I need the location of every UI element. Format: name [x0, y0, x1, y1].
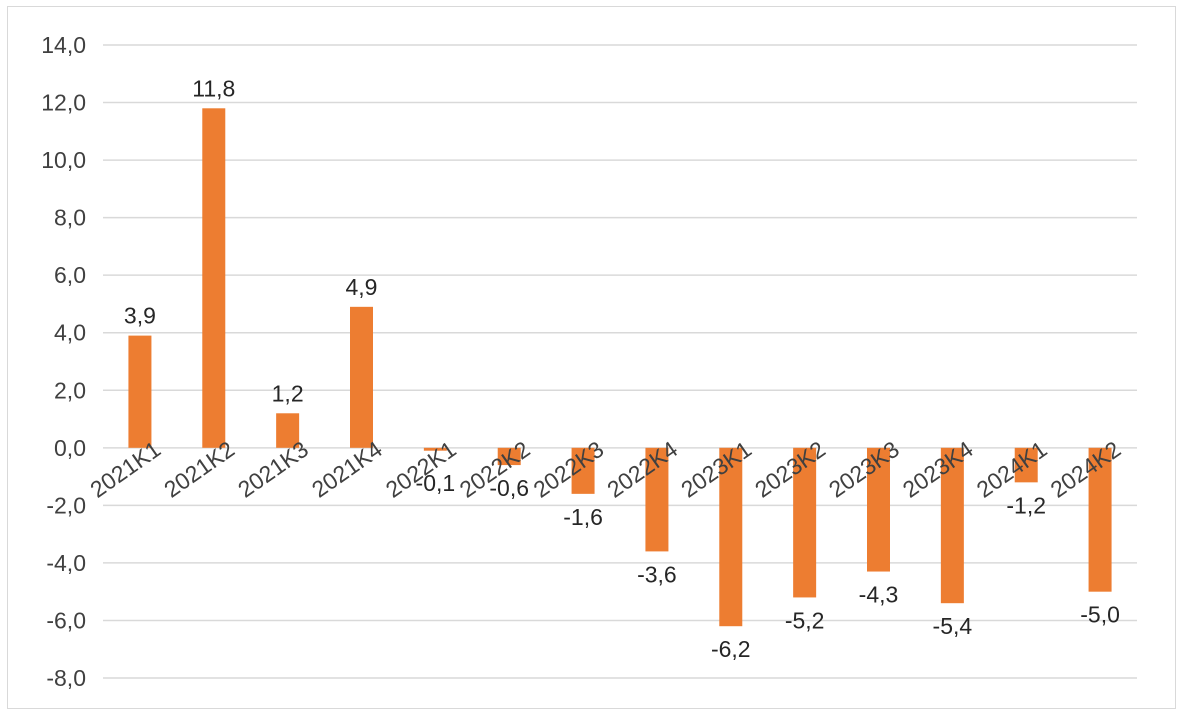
x-axis-tick-labels: 2021K12021K22021K32021K42022K12022K22022…: [85, 436, 1125, 503]
x-tick-label: 2021K3: [233, 436, 313, 503]
bar-2021K1: [128, 335, 152, 448]
data-label: -0,6: [489, 475, 529, 501]
data-label: -5,4: [933, 613, 973, 639]
x-tick-label: 2023K4: [898, 436, 978, 503]
x-tick-label: 2021K4: [307, 436, 387, 503]
data-label: -5,2: [785, 607, 825, 633]
bar-2022K1: [423, 447, 447, 451]
y-tick-label: 14,0: [41, 32, 86, 58]
x-tick-label: 2022K4: [602, 436, 682, 503]
y-tick-label: 2,0: [54, 377, 86, 403]
data-label: 11,8: [192, 75, 235, 101]
bar-2023K3: [867, 447, 890, 572]
data-label: -0,1: [416, 470, 456, 496]
data-label: 1,2: [272, 380, 304, 406]
x-tick-label: 2023K3: [824, 436, 904, 503]
data-label: -1,2: [1006, 492, 1046, 518]
y-tick-label: 12,0: [41, 90, 86, 116]
bar-2021K2: [202, 108, 226, 448]
bar-2024K2: [1088, 447, 1112, 592]
y-tick-label: 10,0: [41, 147, 86, 173]
data-labels: 3,9 11,8 1,2 4,9 -0,1 -0,6 -1,6 -3,6 -6,2 -5,2 -4,…: [124, 75, 1120, 662]
bar-2024K1: [1014, 447, 1038, 483]
y-tick-label: -4,0: [46, 550, 86, 576]
y-tick-label: -6,0: [46, 607, 86, 633]
data-label: -1,6: [563, 504, 603, 530]
data-label: -4,3: [859, 582, 899, 608]
bar-2021K4: [350, 306, 373, 448]
data-label: -5,0: [1080, 602, 1120, 628]
bar-2022K4: [645, 447, 669, 552]
chart-frame: [7, 6, 1176, 709]
gridlines: [103, 44, 1137, 679]
y-tick-label: 0,0: [54, 435, 86, 461]
y-tick-label: -8,0: [46, 665, 86, 691]
bar-2023K2: [793, 447, 817, 598]
bar-2023K4: [940, 447, 964, 604]
x-tick-label: 2023K2: [750, 436, 830, 503]
y-tick-label: 8,0: [54, 205, 86, 231]
x-tick-label: 2023K1: [676, 436, 756, 503]
bars: [128, 108, 1112, 627]
x-tick-label: 2024K2: [1046, 436, 1126, 503]
bar-2022K2: [497, 447, 521, 466]
bar-2023K1: [719, 447, 743, 627]
y-tick-label: 6,0: [54, 262, 86, 288]
data-label: -3,6: [637, 561, 677, 587]
data-label: -6,2: [711, 636, 751, 662]
data-label: 3,9: [124, 303, 156, 329]
bar-2022K3: [571, 447, 595, 494]
y-axis-tick-labels: 14,0 12,0 10,0 8,0 6,0 4,0 2,0 0,0 -2,0 -4,0 -6,0 -…: [41, 32, 86, 691]
x-tick-label: 2021K1: [85, 436, 165, 503]
x-tick-label: 2021K2: [159, 436, 239, 503]
x-tick-label: 2022K3: [529, 436, 609, 503]
y-tick-label: 4,0: [54, 320, 86, 346]
y-tick-label: -2,0: [46, 492, 86, 518]
data-label: 4,9: [346, 274, 378, 300]
bar-2021K3: [276, 413, 300, 448]
